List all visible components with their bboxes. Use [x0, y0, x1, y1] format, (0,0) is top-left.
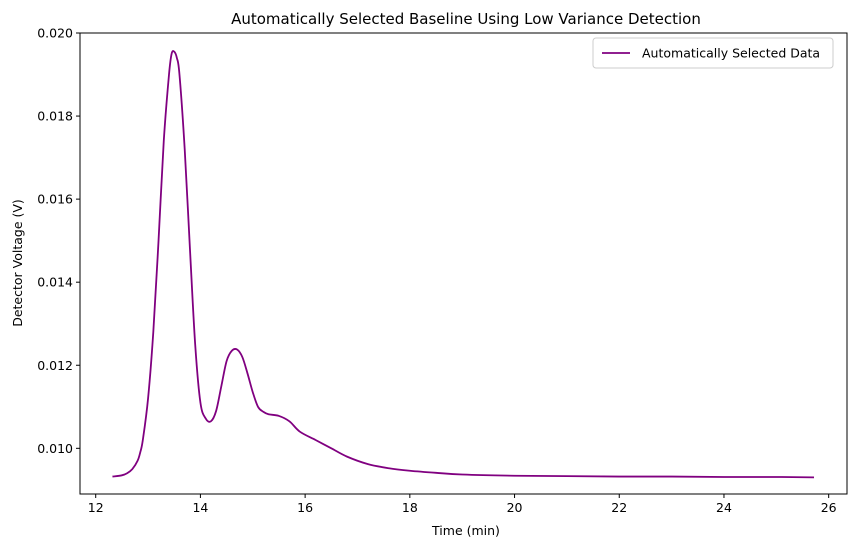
legend: Automatically Selected Data [592, 37, 834, 69]
x-tick-label: 26 [821, 500, 837, 515]
y-axis: 0.010 0.012 0.014 0.016 0.018 0.020 [37, 26, 80, 456]
y-axis-label: Detector Voltage (V) [10, 199, 25, 327]
x-tick-label: 14 [192, 500, 208, 515]
legend-box [592, 37, 834, 69]
x-axis-label: Time (min) [431, 523, 500, 538]
series-layer [112, 50, 815, 479]
series-line [112, 50, 815, 479]
y-tick-label: 0.010 [37, 441, 73, 456]
y-tick-label: 0.016 [37, 192, 73, 207]
x-axis: 12 14 16 18 20 22 24 26 [88, 494, 837, 515]
legend-label: Automatically Selected Data [642, 46, 820, 61]
plot-frame [79, 32, 848, 495]
y-tick-label: 0.018 [37, 109, 73, 124]
x-tick-label: 22 [611, 500, 627, 515]
y-tick-label: 0.012 [37, 358, 73, 373]
y-tick-label: 0.020 [37, 26, 73, 41]
y-tick-label: 0.014 [37, 275, 73, 290]
x-tick-label: 18 [402, 500, 418, 515]
x-tick-label: 24 [716, 500, 732, 515]
x-tick-label: 20 [507, 500, 523, 515]
x-tick-label: 16 [297, 500, 313, 515]
x-tick-label: 12 [88, 500, 104, 515]
chart-title: Automatically Selected Baseline Using Lo… [231, 10, 701, 28]
